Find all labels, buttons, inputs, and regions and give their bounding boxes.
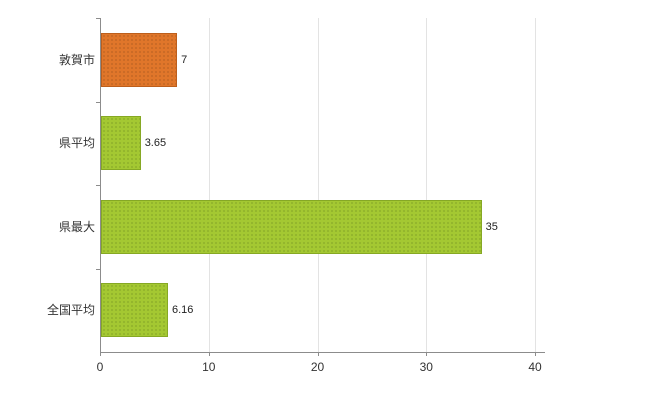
y-axis-tick bbox=[96, 185, 100, 186]
x-tick-label: 0 bbox=[96, 360, 104, 374]
gridline-x-10 bbox=[208, 18, 210, 352]
bar-2 bbox=[101, 199, 482, 254]
gridline-x-20 bbox=[317, 18, 319, 352]
bar-value-label: 6.16 bbox=[171, 304, 194, 317]
plot-area bbox=[100, 18, 545, 353]
y-axis-tick bbox=[96, 268, 100, 270]
bar-0 bbox=[101, 32, 178, 87]
category-label: 県最大 bbox=[58, 219, 95, 234]
gridline-x-30 bbox=[426, 18, 428, 352]
bar-3 bbox=[101, 283, 168, 338]
category-label: 敦賀市 bbox=[58, 52, 95, 67]
x-axis-tick bbox=[317, 352, 319, 356]
x-tick-label: 20 bbox=[310, 360, 325, 374]
x-tick-label: 10 bbox=[202, 360, 216, 374]
gridline-x-40 bbox=[535, 18, 536, 352]
x-tick-label: 40 bbox=[528, 360, 542, 374]
bar-value-label: 3.65 bbox=[144, 137, 167, 150]
y-axis-tick bbox=[96, 101, 100, 103]
x-tick-label: 30 bbox=[419, 360, 433, 374]
bar-value-label: 35 bbox=[485, 220, 498, 233]
x-axis-tick bbox=[426, 352, 428, 356]
x-axis-tick bbox=[208, 352, 210, 356]
y-axis-tick bbox=[96, 18, 100, 19]
y-axis-line bbox=[100, 18, 101, 352]
category-label: 県平均 bbox=[58, 136, 95, 151]
x-axis-tick bbox=[100, 352, 101, 356]
x-axis-tick bbox=[535, 352, 536, 356]
bar-value-label: 7 bbox=[181, 53, 188, 66]
bar-1 bbox=[101, 116, 141, 171]
category-label: 全国平均 bbox=[46, 303, 95, 318]
x-axis-line bbox=[100, 352, 545, 353]
